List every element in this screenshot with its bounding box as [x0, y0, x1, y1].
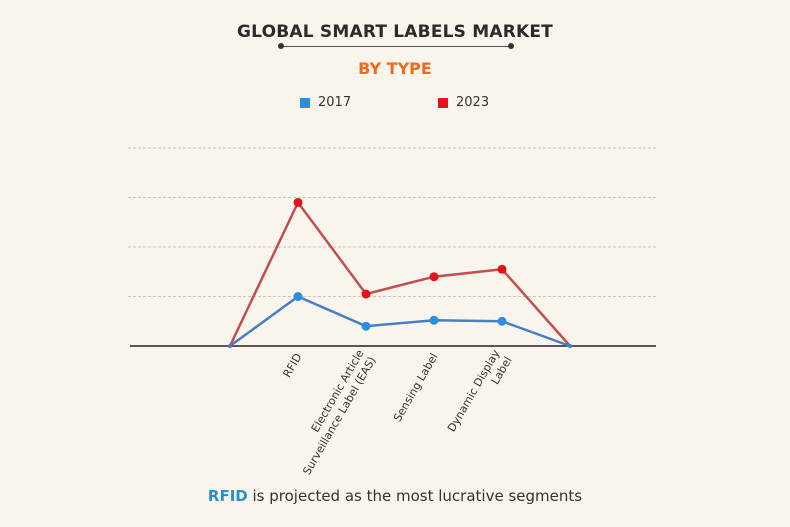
title-underline-dot-right	[508, 43, 514, 49]
data-point-2017	[429, 315, 439, 325]
legend-item-2023: 2023	[438, 95, 489, 110]
data-point-2023	[361, 289, 371, 299]
series-line-2023	[228, 201, 571, 347]
series-line-2017	[229, 295, 571, 348]
footer-caption: RFID is projected as the most lucrative …	[0, 487, 790, 505]
title-underline-dot-left	[278, 43, 284, 49]
data-point-2023	[429, 272, 439, 282]
chart-subtitle: BY TYPE	[358, 59, 432, 78]
x-tick-label: Electronic ArticleSurveillance Label (EA…	[288, 347, 379, 477]
title-underline	[280, 46, 511, 47]
legend-swatch-2023	[438, 97, 448, 108]
chart-title: GLOBAL SMART LABELS MARKET	[237, 22, 553, 42]
legend-item-2017: 2017	[300, 95, 351, 110]
data-point-2017	[568, 344, 572, 348]
x-tick-label: Dynamic DisplayLabel	[445, 347, 515, 441]
chart-canvas: RFID Electronic ArticleSurveillance Label…	[128, 147, 656, 477]
x-tick-label: RFID	[280, 351, 304, 380]
data-point-2017	[293, 292, 303, 301]
data-point-2023	[293, 197, 303, 207]
footer-text: is projected as the most lucrative segme…	[247, 487, 583, 505]
footer-highlight: RFID	[207, 487, 248, 505]
legend-swatch-2017	[300, 97, 310, 108]
data-point-2023	[497, 264, 507, 274]
legend-label-2017: 2017	[318, 95, 352, 110]
x-tick-label: Sensing Label	[391, 351, 441, 424]
data-point-2017	[228, 344, 232, 348]
data-point-2017	[497, 316, 507, 326]
data-point-2017	[361, 321, 371, 331]
legend-label-2023: 2023	[456, 95, 490, 110]
